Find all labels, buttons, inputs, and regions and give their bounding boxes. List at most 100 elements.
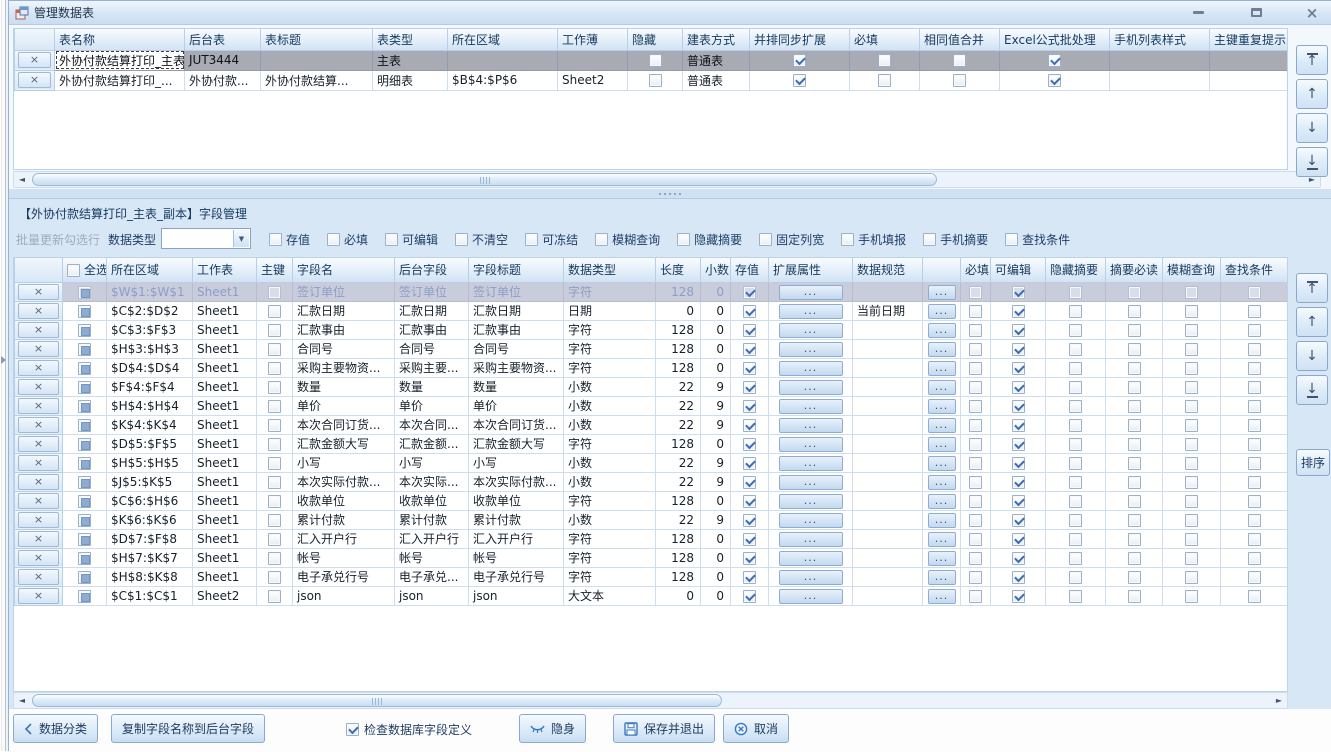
scrollbar-thumb[interactable] bbox=[32, 173, 937, 186]
cell-checkbox[interactable] bbox=[969, 532, 982, 546]
table-row[interactable]: × $D$4:$D$4 Sheet1 采购主要物资... 采购主要... 采购主要物资..… bbox=[14, 357, 1287, 378]
ellipsis-button[interactable]: ... bbox=[778, 588, 843, 604]
splitter-handle[interactable] bbox=[9, 189, 1331, 198]
cell-checkbox[interactable] bbox=[1011, 285, 1025, 299]
filter-checkbox[interactable] bbox=[677, 233, 691, 246]
tables-grid-hscrollbar[interactable]: ◄ ► bbox=[13, 171, 1321, 188]
delete-row-button[interactable]: × bbox=[18, 454, 59, 471]
ellipsis-button[interactable]: ... bbox=[927, 360, 956, 376]
cell-checkbox[interactable] bbox=[1011, 323, 1025, 337]
ellipsis-button[interactable]: ... bbox=[927, 417, 956, 433]
delete-row-button[interactable]: × bbox=[18, 397, 59, 414]
column-header-title[interactable]: 字段标题 bbox=[468, 258, 564, 283]
cell-checkbox[interactable] bbox=[1069, 437, 1082, 451]
cell-checkbox[interactable] bbox=[743, 513, 756, 527]
cell-checkbox[interactable] bbox=[1185, 494, 1198, 508]
cell-checkbox[interactable] bbox=[1248, 304, 1261, 318]
column-header-name[interactable]: 字段名 bbox=[292, 258, 395, 283]
fields-grid-hscrollbar[interactable]: ◄ ► bbox=[13, 692, 1288, 709]
table-row[interactable]: × $C$1:$C$1 Sheet2 json json json 大文本 0 0...... bbox=[14, 585, 1287, 606]
cell-checkbox[interactable] bbox=[969, 399, 982, 413]
delete-row-button[interactable]: × bbox=[18, 416, 59, 433]
cell-checkbox[interactable] bbox=[1127, 323, 1141, 337]
cell-checkbox[interactable] bbox=[1185, 570, 1198, 584]
cell-checkbox[interactable] bbox=[78, 589, 91, 603]
delete-row-button[interactable]: × bbox=[18, 530, 59, 547]
cell-checkbox[interactable] bbox=[78, 361, 91, 375]
cell-checkbox[interactable] bbox=[969, 361, 982, 375]
ellipsis-button[interactable]: ... bbox=[778, 569, 843, 585]
cell-checkbox[interactable] bbox=[878, 54, 891, 67]
cell-checkbox[interactable] bbox=[743, 570, 756, 584]
ellipsis-button[interactable]: ... bbox=[778, 322, 843, 338]
cell-checkbox[interactable] bbox=[268, 380, 281, 394]
cell-checkbox[interactable] bbox=[1248, 570, 1261, 584]
cell-checkbox[interactable] bbox=[1248, 551, 1261, 565]
cell-checkbox[interactable] bbox=[1248, 399, 1261, 413]
save-exit-button[interactable]: 保存并退出 bbox=[613, 714, 716, 743]
column-header-required[interactable]: 必填 bbox=[960, 258, 991, 283]
cell-checkbox[interactable] bbox=[1248, 418, 1261, 432]
cell-checkbox[interactable] bbox=[1011, 342, 1025, 356]
cell-checkbox[interactable] bbox=[1127, 570, 1141, 584]
cell-checkbox[interactable] bbox=[1069, 304, 1082, 318]
cell-checkbox[interactable] bbox=[1127, 589, 1141, 603]
cell-checkbox[interactable] bbox=[268, 418, 281, 432]
cell-checkbox[interactable] bbox=[969, 513, 982, 527]
column-header-select[interactable]: 全选 bbox=[62, 258, 107, 283]
column-header-dec[interactable]: 小数 bbox=[700, 258, 731, 283]
cell-checkbox[interactable] bbox=[1069, 418, 1082, 432]
column-header-fuzzy[interactable]: 模糊查询 bbox=[1162, 258, 1221, 283]
ellipsis-button[interactable]: ... bbox=[927, 436, 956, 452]
filter-checkbox[interactable] bbox=[595, 233, 609, 246]
cell-checkbox[interactable] bbox=[1127, 418, 1141, 432]
check-db-checkbox[interactable] bbox=[346, 723, 359, 736]
cell-checkbox[interactable] bbox=[78, 570, 91, 584]
column-header-title[interactable]: 表标题 bbox=[260, 29, 373, 51]
table-row[interactable]: × $W$1:$W$1 Sheet1 签订单位 签订单位 签订单位 字符 128 0...... bbox=[14, 281, 1287, 302]
filter-checkbox[interactable] bbox=[385, 233, 399, 246]
column-header-range[interactable]: 所在区域 bbox=[447, 29, 558, 51]
data-category-button[interactable]: 数据分类 bbox=[13, 714, 99, 743]
scrollbar-thumb[interactable] bbox=[32, 694, 722, 707]
cell-checkbox[interactable] bbox=[78, 532, 91, 546]
table-row[interactable]: × $C$6:$H$6 Sheet1 收款单位 收款单位 收款单位 字符 128 0...... bbox=[14, 490, 1287, 511]
cell-checkbox[interactable] bbox=[1127, 399, 1141, 413]
cell-checkbox[interactable] bbox=[1011, 532, 1025, 546]
cell-checkbox[interactable] bbox=[1248, 513, 1261, 527]
cell-checkbox[interactable] bbox=[1185, 456, 1198, 470]
cell-checkbox[interactable] bbox=[969, 494, 982, 508]
cell-checkbox[interactable] bbox=[1011, 494, 1025, 508]
cell-checkbox[interactable] bbox=[78, 285, 91, 299]
cell-checkbox[interactable] bbox=[1011, 551, 1025, 565]
column-header-len[interactable]: 长度 bbox=[655, 258, 701, 283]
cell-checkbox[interactable] bbox=[1011, 570, 1025, 584]
ellipsis-button[interactable]: ... bbox=[778, 417, 843, 433]
table-row[interactable]: × $H$7:$K$7 Sheet1 帐号 帐号 帐号 字符 128 0...... bbox=[14, 547, 1287, 568]
ellipsis-button[interactable]: ... bbox=[927, 322, 956, 338]
filter-checkbox[interactable] bbox=[269, 233, 282, 246]
cell-checkbox[interactable] bbox=[1248, 437, 1261, 451]
cell-checkbox[interactable] bbox=[1127, 380, 1141, 394]
ellipsis-button[interactable]: ... bbox=[927, 455, 956, 471]
cell-checkbox[interactable] bbox=[1069, 513, 1082, 527]
cell-checkbox[interactable] bbox=[1248, 342, 1261, 356]
column-header-findcond[interactable]: 查找条件 bbox=[1220, 258, 1287, 283]
table-row[interactable]: × $H$8:$K$8 Sheet1 电子承兑行号 电子承兑... 电子承兑行号 字符 128… bbox=[14, 566, 1287, 587]
ellipsis-button[interactable]: ... bbox=[778, 531, 843, 547]
cell-checkbox[interactable] bbox=[1127, 532, 1141, 546]
data-type-combobox[interactable]: ▼ bbox=[161, 228, 251, 249]
cell-checkbox[interactable] bbox=[743, 551, 756, 565]
cell-checkbox[interactable] bbox=[1248, 456, 1261, 470]
delete-row-button[interactable]: × bbox=[18, 473, 59, 490]
ellipsis-button[interactable]: ... bbox=[778, 455, 843, 471]
column-header-pk[interactable]: 主键重复提示 bbox=[1209, 29, 1287, 51]
cell-checkbox[interactable] bbox=[969, 418, 982, 432]
column-header-mobile[interactable]: 手机列表样式 bbox=[1109, 29, 1210, 51]
cell-checkbox[interactable] bbox=[1011, 380, 1025, 394]
filter-checkbox[interactable] bbox=[327, 233, 341, 246]
cell-checkbox[interactable] bbox=[78, 323, 91, 337]
cell-checkbox[interactable] bbox=[268, 323, 281, 337]
cell-checkbox[interactable] bbox=[969, 437, 982, 451]
column-header-sumread[interactable]: 摘要必读 bbox=[1105, 258, 1163, 283]
